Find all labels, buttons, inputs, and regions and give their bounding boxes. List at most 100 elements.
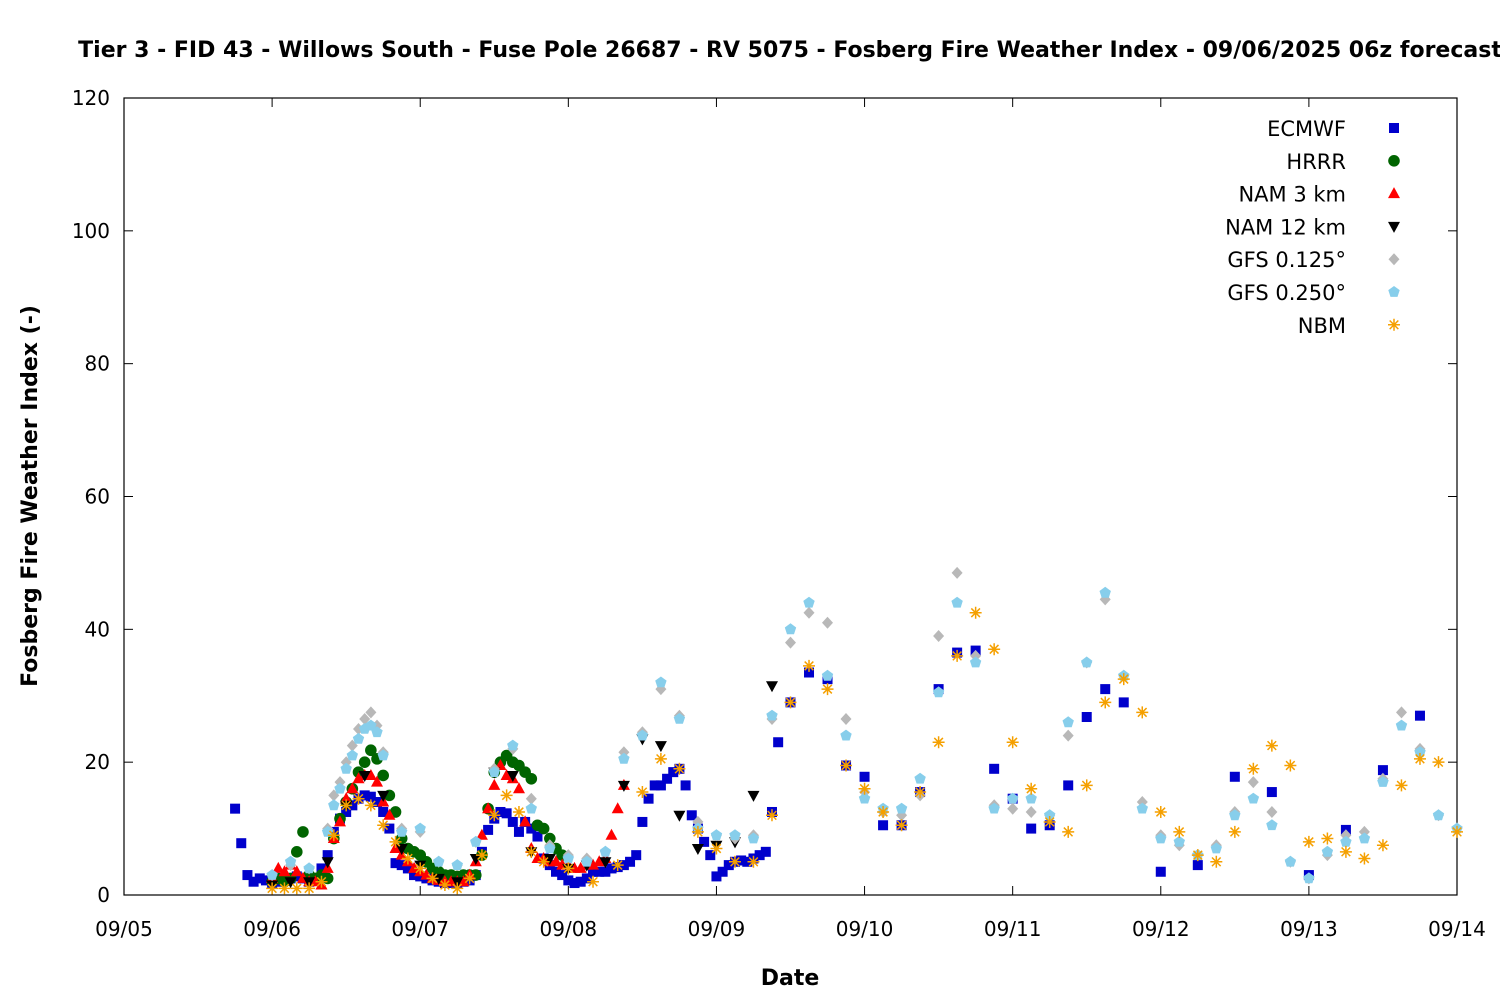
- data-point: [402, 863, 413, 874]
- data-point: [284, 877, 297, 889]
- data-point: [563, 875, 574, 886]
- data-point: [723, 860, 734, 871]
- data-point: [543, 854, 556, 865]
- data-point: [377, 749, 389, 761]
- data-point: [1099, 586, 1111, 598]
- data-point: [414, 822, 426, 834]
- data-point: [587, 858, 599, 870]
- data-point: [248, 876, 259, 887]
- data-point: [988, 643, 1001, 656]
- data-point: [383, 808, 396, 820]
- x-tick-label: 09/08: [540, 917, 598, 941]
- data-point: [668, 767, 679, 778]
- data-point: [377, 769, 389, 782]
- data-point: [507, 816, 518, 827]
- data-point: [1284, 759, 1297, 772]
- data-point: [303, 862, 315, 874]
- y-tick-label: 20: [85, 750, 110, 774]
- data-point: [513, 826, 524, 837]
- x-tick-label: 09/11: [984, 917, 1042, 941]
- data-point: [347, 800, 358, 811]
- data-point: [1173, 825, 1186, 838]
- data-point: [401, 852, 414, 865]
- data-point: [321, 857, 334, 869]
- data-point: [260, 875, 271, 886]
- data-point: [1247, 776, 1259, 789]
- data-point: [574, 861, 587, 873]
- legend: ECMWF HRRR NAM 3 km NAM 12 km GFS 0.125° GFS …: [1225, 117, 1400, 338]
- data-point: [278, 882, 291, 895]
- data-point: [1266, 787, 1277, 798]
- x-tick-label: 09/14: [1428, 917, 1486, 941]
- data-point: [1136, 706, 1149, 719]
- data-point: [346, 749, 358, 761]
- data-point: [1210, 842, 1222, 854]
- data-point: [1154, 805, 1167, 818]
- data-point: [878, 820, 889, 831]
- data-point: [415, 871, 426, 882]
- data-point: [1414, 746, 1426, 758]
- data-point: [451, 882, 464, 895]
- legend-label: NAM 12 km: [1225, 215, 1346, 239]
- data-point: [617, 780, 630, 792]
- data-point: [340, 799, 353, 812]
- data-point: [840, 729, 852, 741]
- data-point: [501, 808, 512, 819]
- data-point: [636, 786, 649, 799]
- data-point: [1266, 806, 1278, 818]
- data-point: [1155, 866, 1166, 877]
- data-point: [1026, 823, 1037, 834]
- data-point: [557, 870, 568, 881]
- data-point: [365, 791, 376, 802]
- data-point: [710, 842, 723, 855]
- data-point: [358, 756, 371, 768]
- data-point: [1081, 656, 1093, 668]
- data-point: [581, 855, 593, 867]
- data-point: [1303, 872, 1315, 884]
- data-point: [390, 858, 401, 869]
- data-point: [785, 636, 796, 649]
- data-point: [1007, 802, 1019, 815]
- data-point: [389, 835, 402, 848]
- data-point: [969, 656, 982, 668]
- data-point: [358, 771, 371, 782]
- data-point: [303, 882, 316, 895]
- x-tick-label: 09/07: [391, 917, 449, 941]
- data-point: [1340, 835, 1352, 847]
- data-point: [500, 789, 513, 802]
- data-point: [537, 822, 550, 835]
- data-point: [327, 829, 340, 842]
- data-point: [914, 772, 926, 784]
- data-point: [463, 872, 476, 885]
- data-point: [636, 729, 649, 741]
- data-point: [569, 878, 580, 889]
- data-point: [587, 875, 600, 888]
- data-point: [754, 850, 765, 861]
- data-point: [488, 809, 501, 822]
- data-point: [717, 866, 728, 877]
- data-point: [1173, 835, 1185, 847]
- data-point: [858, 782, 871, 795]
- data-point: [989, 763, 1000, 774]
- y-tick-label: 100: [72, 219, 110, 243]
- data-point: [544, 842, 556, 854]
- data-point: [1432, 809, 1445, 821]
- data-point: [507, 739, 519, 751]
- data-point: [512, 805, 525, 818]
- x-tick-label: 09/13: [1280, 917, 1338, 941]
- data-point: [1080, 779, 1093, 792]
- data-point: [365, 719, 377, 731]
- data-point: [488, 778, 501, 790]
- data-point: [254, 873, 265, 884]
- data-point: [266, 869, 278, 880]
- data-point: [1191, 849, 1204, 862]
- data-point: [673, 810, 686, 822]
- data-point: [1229, 771, 1240, 782]
- data-point: [365, 744, 377, 757]
- data-point: [1358, 852, 1371, 865]
- data-point: [414, 862, 427, 875]
- data-point: [680, 780, 691, 791]
- data-point: [408, 861, 421, 873]
- legend-marker: [1389, 123, 1399, 133]
- data-point: [475, 849, 488, 862]
